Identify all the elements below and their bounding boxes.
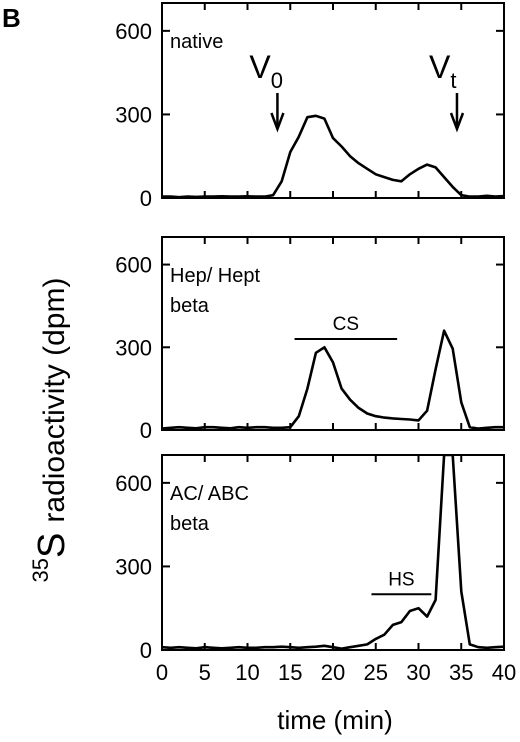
y-tick-label: 300: [115, 102, 152, 127]
fraction-bar-label: CS: [333, 314, 359, 335]
y-tick-label: 600: [115, 253, 152, 278]
x-tick-label: 10: [235, 660, 259, 685]
x-axis-label: time (min): [277, 705, 393, 735]
series-line: [162, 455, 504, 650]
y-axis-label-text: radioactivity (dpm): [38, 278, 71, 523]
y-tick-label: 0: [140, 186, 152, 211]
elution-marker-label: V0: [249, 49, 283, 93]
svg-text:35Sradioactivity (dpm): 35Sradioactivity (dpm): [28, 278, 73, 583]
panel-annotation: native: [170, 31, 223, 53]
panel-top: 0 300 600 native V0 Vt: [115, 2, 505, 211]
elution-marker-label: Vt: [429, 49, 456, 93]
x-tick-label: 30: [406, 660, 430, 685]
panel-bottom: 0 300 600 0 5 10 15 20 25 30 35 40 AC/ ABC beta HS: [115, 454, 516, 685]
y-tick-label: 0: [140, 638, 152, 663]
y-tick-label: 600: [115, 471, 152, 496]
elution-marker-arrow-head: [449, 112, 465, 133]
x-tick-label: 40: [492, 660, 516, 685]
y-axis-label-isotope-mass: 35: [28, 558, 53, 582]
y-tick-label: 300: [115, 335, 152, 360]
y-tick-label: 600: [115, 19, 152, 44]
y-tick-label: 0: [140, 418, 152, 443]
x-tick-label: 25: [364, 660, 388, 685]
fraction-bar-label: HS: [388, 569, 414, 590]
series-line: [162, 114, 504, 198]
elution-marker-arrow-head: [270, 112, 285, 133]
y-axis-label: 35Sradioactivity (dpm): [28, 278, 73, 583]
panel-annotation: Hep/ Hept: [170, 265, 260, 287]
y-tick-label: 300: [115, 554, 152, 579]
x-tick-label: 20: [321, 660, 345, 685]
panel-middle: 0 300 600 Hep/ Hept beta CS: [115, 236, 505, 443]
x-tick-label: 0: [156, 660, 168, 685]
panel-annotation: beta: [170, 295, 210, 317]
series-line: [162, 329, 504, 430]
panel-annotation: beta: [170, 513, 210, 535]
panel-annotation: AC/ ABC: [170, 483, 249, 505]
x-tick-label: 15: [278, 660, 302, 685]
x-tick-label: 5: [199, 660, 211, 685]
y-axis-label-isotope-symbol: S: [31, 533, 73, 558]
panel-label: B: [2, 3, 21, 33]
x-tick-label: 35: [449, 660, 473, 685]
